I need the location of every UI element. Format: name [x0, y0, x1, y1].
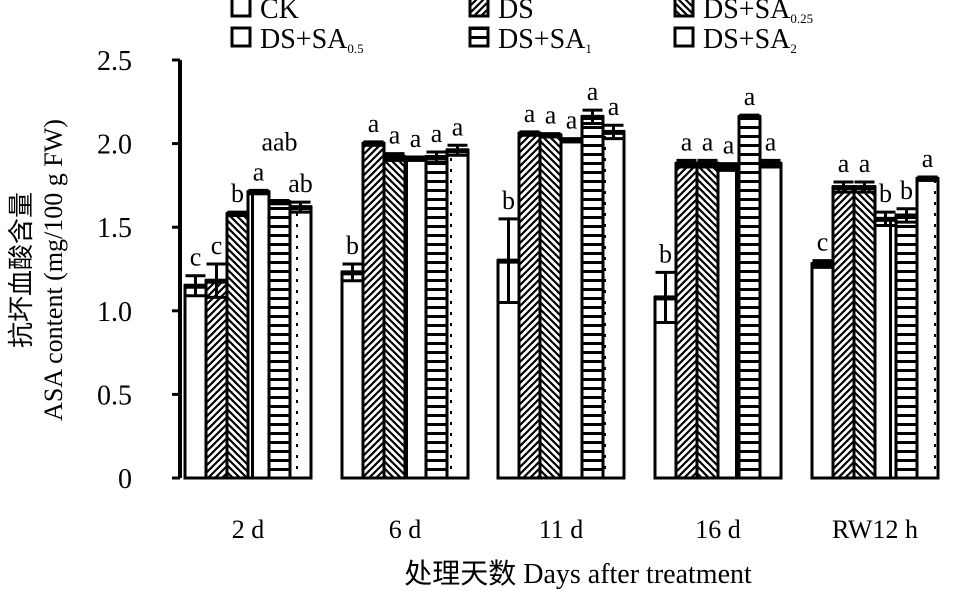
bar	[424, 155, 449, 480]
y-axis-label: ASA content (mg/100 g FW)	[39, 119, 68, 421]
significance-letter: a	[681, 127, 693, 156]
x-tick-label: 16 d	[695, 515, 741, 544]
x-tick-label: 2 d	[232, 515, 265, 544]
significance-letter: b	[502, 186, 515, 215]
bar	[852, 185, 877, 480]
significance-letter: c	[211, 231, 223, 260]
legend-label-subscript: 1	[585, 41, 592, 56]
bar	[288, 205, 313, 480]
bar	[517, 132, 542, 480]
legend-label: CK	[260, 0, 299, 25]
significance-letter: a	[431, 119, 443, 148]
y-axis-label-cn: 抗坏血酸含量	[7, 192, 36, 348]
y-tick-label: 0.5	[97, 380, 132, 411]
legend-swatch	[468, 26, 490, 48]
legend-label: DS+SA0.5	[260, 24, 364, 56]
bar	[361, 142, 386, 480]
significance-letter: c	[190, 243, 202, 272]
significance-letter: b	[659, 239, 672, 268]
bar	[445, 148, 470, 480]
bar	[831, 185, 856, 480]
significance-letter: a	[702, 127, 714, 156]
bar	[873, 217, 898, 480]
legend-label: DS+SA2	[703, 24, 797, 56]
significance-letter: a	[587, 77, 599, 106]
bar	[559, 138, 584, 480]
bar	[810, 262, 835, 480]
legend-swatch	[230, 26, 252, 48]
bar	[382, 155, 407, 480]
legend-swatch	[468, 0, 490, 18]
legend-swatch	[230, 0, 252, 18]
significance-letter: a	[389, 121, 401, 150]
significance-letter: ab	[288, 169, 313, 198]
axes: 0 0.5 1.0 1.5 2.0 2.5	[97, 46, 182, 495]
axis-labels: 抗坏血酸含量 ASA content (mg/100 g FW) 处理天数 Da…	[7, 119, 752, 590]
x-tick-label: 11 d	[539, 515, 584, 544]
bar	[403, 157, 428, 480]
significance-letter: a	[545, 101, 557, 130]
significance-letter: a	[524, 99, 536, 128]
legend-swatch	[673, 0, 695, 18]
legend-label-subscript: 0.5	[347, 41, 363, 56]
bar	[695, 162, 720, 480]
y-tick-label: 2.0	[97, 130, 132, 161]
x-tick-label: RW12 h	[832, 515, 918, 544]
bar	[737, 115, 762, 480]
bar	[601, 130, 626, 480]
y-tick-label: 2.5	[97, 46, 132, 77]
bar	[246, 190, 271, 480]
bar	[653, 295, 678, 480]
significance-letter: c	[817, 228, 829, 257]
bar	[674, 162, 699, 480]
significance-letter: b	[900, 176, 913, 205]
bar	[758, 162, 783, 480]
legend-swatch	[673, 26, 695, 48]
bar	[225, 212, 250, 480]
significance-letter: a	[859, 149, 871, 178]
legend-label-subscript: 0.25	[790, 11, 813, 26]
significance-letter: a	[608, 92, 620, 121]
bar	[894, 213, 919, 480]
significance-letter: a	[253, 157, 265, 186]
legend: CK DS DS+SA0.25 DS+SA0.5 DS+SA1 DS+SA2	[230, 0, 813, 56]
significance-letter: a	[838, 149, 850, 178]
x-axis-label: 处理天数 Days after treatment	[404, 558, 752, 590]
significance-letter: a	[368, 109, 380, 138]
y-tick-label: 1.5	[97, 213, 132, 244]
x-tick-label: 6 d	[389, 515, 422, 544]
bar	[580, 115, 605, 480]
y-tick-label: 1.0	[97, 297, 132, 328]
significance-letter: a	[410, 124, 422, 153]
bar	[267, 200, 292, 480]
significance-letter: aab	[261, 127, 297, 156]
bar	[204, 279, 229, 480]
significance-letter: b	[879, 179, 892, 208]
legend-label: DS	[498, 0, 534, 25]
bar	[716, 165, 741, 480]
significance-letter: a	[452, 112, 464, 141]
significance-letter: b	[346, 231, 359, 260]
significance-letter: a	[744, 82, 756, 111]
legend-label: DS+SA0.25	[703, 0, 813, 26]
y-tick-label: 0	[118, 464, 132, 495]
bar	[183, 284, 208, 480]
bar	[340, 270, 365, 480]
significance-letter: a	[566, 106, 578, 135]
significance-letter: a	[922, 144, 934, 173]
significance-letter: a	[723, 131, 735, 160]
bar	[915, 177, 940, 480]
legend-label: DS+SA1	[498, 24, 592, 56]
significance-letter: b	[231, 179, 244, 208]
significance-letter: a	[765, 127, 777, 156]
bar	[538, 133, 563, 480]
legend-label-subscript: 2	[790, 41, 797, 56]
